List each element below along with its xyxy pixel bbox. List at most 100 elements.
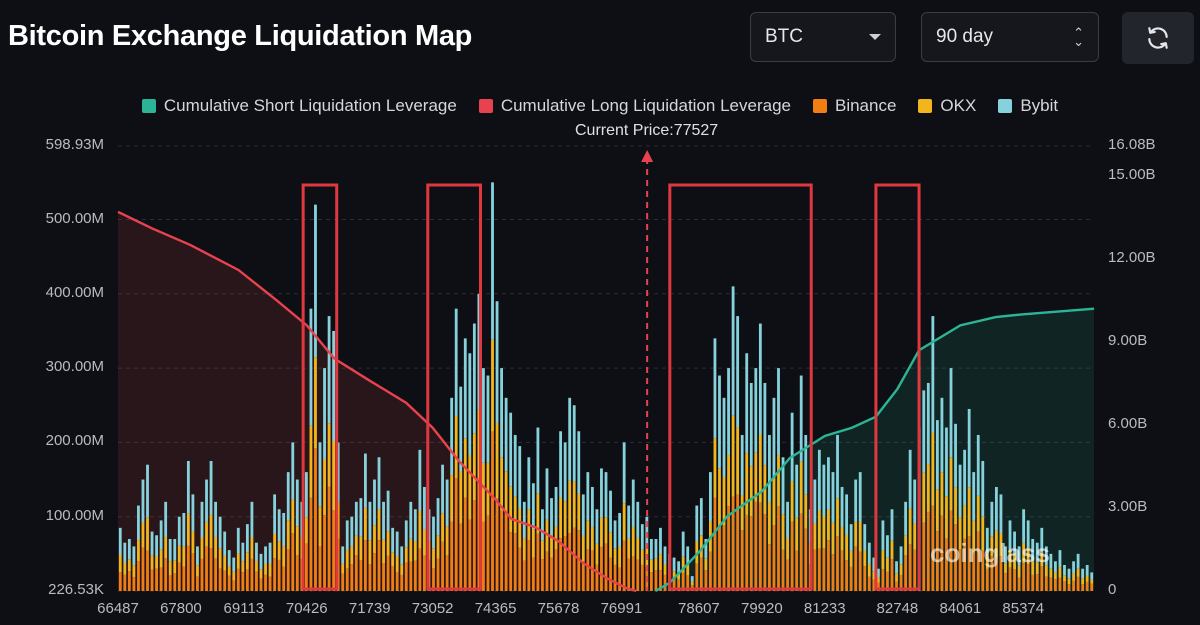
time-range-select[interactable]: 90 day ⌃ ⌄ <box>921 12 1099 62</box>
bar-segment <box>754 452 758 502</box>
bar-segment <box>454 308 458 416</box>
page-title: Bitcoin Exchange Liquidation Map <box>8 20 473 52</box>
bar-segment <box>363 540 367 591</box>
bar-segment <box>245 569 249 591</box>
bar-segment <box>904 535 908 556</box>
legend-label: OKX <box>940 96 977 115</box>
bar-segment <box>241 542 245 562</box>
bar-segment <box>377 509 381 541</box>
bar-segment <box>736 316 740 428</box>
coin-select[interactable]: BTC <box>750 12 896 62</box>
y-right-tick: 9.00B <box>1108 331 1148 349</box>
bar-segment <box>531 483 535 530</box>
bar-segment <box>127 571 131 591</box>
bar-segment <box>1063 575 1066 582</box>
bar-segment <box>958 464 962 518</box>
bar-segment <box>304 472 308 518</box>
bar-segment <box>227 550 231 567</box>
bar-segment <box>609 557 612 591</box>
y-left-tick: 100.00M <box>45 506 104 524</box>
bar-segment <box>236 553 240 569</box>
bar-segment <box>840 527 844 551</box>
bar-segment <box>268 563 272 577</box>
bar-segment <box>654 558 658 571</box>
bar-segment <box>1040 552 1044 567</box>
bar-segment <box>482 521 485 591</box>
bar-segment <box>209 460 213 515</box>
bar-segment <box>177 516 181 546</box>
legend-label: Cumulative Short Liquidation Leverage <box>163 96 457 115</box>
bar-segment <box>990 556 994 591</box>
bar-segment <box>858 521 862 552</box>
legend-label: Bybit <box>1020 96 1059 115</box>
bar-segment <box>1004 563 1007 574</box>
bar-segment <box>1081 578 1085 585</box>
bar-segment <box>836 536 839 591</box>
bar-segment <box>214 537 218 559</box>
refresh-button[interactable] <box>1122 12 1194 64</box>
bar-segment <box>631 526 635 557</box>
y-left-tick: 226.53K <box>48 581 104 598</box>
bar-segment <box>423 529 426 556</box>
bar-segment <box>159 520 163 550</box>
bar-segment <box>958 549 962 591</box>
bar-segment <box>332 330 336 442</box>
bar-segment <box>445 526 449 556</box>
bar-segment <box>659 570 662 591</box>
bar-segment <box>1040 566 1044 591</box>
bar-segment <box>214 501 218 538</box>
bar-segment <box>786 559 789 591</box>
bar-segment <box>400 564 404 575</box>
bar-segment <box>931 505 935 591</box>
bar-segment <box>777 506 780 591</box>
x-tick: 81233 <box>803 600 846 617</box>
bar-segment <box>899 574 903 591</box>
bar-segment <box>509 412 513 487</box>
bar-segment <box>935 489 939 532</box>
bar-segment <box>786 537 789 560</box>
bar-segment <box>618 512 622 547</box>
legend-item-4[interactable]: Bybit <box>998 96 1058 116</box>
bar-segment <box>550 498 553 536</box>
bar-segment <box>559 538 563 591</box>
bar-segment <box>745 353 749 454</box>
y-right-tick: 12.00B <box>1108 248 1156 266</box>
bar-segment <box>513 496 517 534</box>
bar-segment <box>1054 572 1057 580</box>
bar-segment <box>1090 579 1094 584</box>
bar-segment <box>1058 567 1062 578</box>
bar-segment <box>223 531 227 556</box>
legend-item-0[interactable]: Cumulative Short Liquidation Leverage <box>141 96 457 116</box>
legend-item-1[interactable]: Cumulative Long Liquidation Leverage <box>478 96 791 116</box>
bar-segment <box>159 549 163 568</box>
bar-segment <box>659 554 662 571</box>
legend-item-2[interactable]: Binance <box>812 96 896 116</box>
bar-segment <box>672 571 676 580</box>
bar-segment <box>799 375 803 462</box>
bar-segment <box>245 552 249 570</box>
bar-segment <box>1085 564 1089 576</box>
bar-segment <box>831 472 835 523</box>
bar-segment <box>291 442 295 500</box>
bar-segment <box>1017 577 1021 591</box>
bar-segment <box>758 434 762 503</box>
bar-segment <box>690 581 694 586</box>
bar-segment <box>486 462 490 516</box>
bar-segment <box>205 546 208 591</box>
legend-item-3[interactable]: OKX <box>918 96 976 116</box>
bar-segment <box>827 457 830 510</box>
y-right-tick: 0 <box>1108 581 1117 598</box>
bar-segment <box>132 577 136 591</box>
bar-segment <box>259 553 263 570</box>
bar-segment <box>123 542 127 563</box>
bar-segment <box>454 478 458 591</box>
bar-segment <box>354 501 358 536</box>
y-right-tick: 6.00B <box>1108 414 1148 432</box>
bar-segment <box>432 548 435 568</box>
bar-segment <box>264 564 267 575</box>
bar-segment <box>409 538 413 562</box>
bar-segment <box>586 549 590 591</box>
bar-segment <box>604 472 608 518</box>
bar-segment <box>409 561 413 591</box>
bar-segment <box>382 501 385 540</box>
